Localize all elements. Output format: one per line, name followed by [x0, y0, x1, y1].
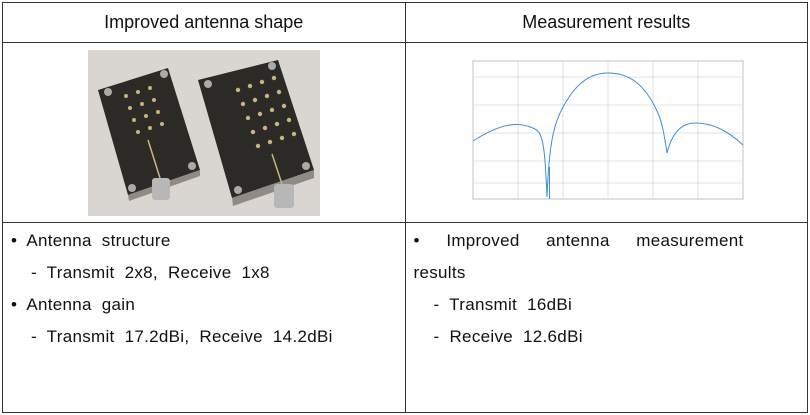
- sub-item: - Transmit 2x8, Receive 1x8: [11, 257, 341, 289]
- text-cell: • Improved antenna measurement results- …: [405, 223, 808, 413]
- sub-item: - Transmit 17.2dBi, Receive 14.2dBi: [11, 321, 341, 353]
- text-cell: • Antenna structure- Transmit 2x8, Recei…: [3, 223, 406, 413]
- measurement-plot: [465, 57, 747, 209]
- header-cell: Measurement results: [405, 3, 808, 43]
- antenna-photo: [88, 50, 320, 216]
- sub-item: - Receive 12.6dBi: [414, 321, 744, 353]
- sub-item: - Transmit 16dBi: [414, 289, 744, 321]
- header-cell: Improved antenna shape: [3, 3, 406, 43]
- table: Improved antenna shape Measurement resul…: [2, 2, 808, 413]
- header-row: Improved antenna shape Measurement resul…: [3, 3, 808, 43]
- cell-content: • Improved antenna measurement results- …: [406, 223, 744, 353]
- text-row: • Antenna structure- Transmit 2x8, Recei…: [3, 223, 808, 413]
- page: Improved antenna shape Measurement resul…: [2, 2, 808, 413]
- image-cell: [3, 43, 406, 223]
- image-row: [3, 43, 808, 223]
- bullet-item: • Antenna gain: [11, 289, 341, 321]
- cell-content: • Antenna structure- Transmit 2x8, Recei…: [3, 223, 341, 353]
- bullet-item: • Antenna structure: [11, 225, 341, 257]
- bullet-item: • Improved antenna measurement results: [414, 225, 744, 289]
- image-cell: [405, 43, 808, 223]
